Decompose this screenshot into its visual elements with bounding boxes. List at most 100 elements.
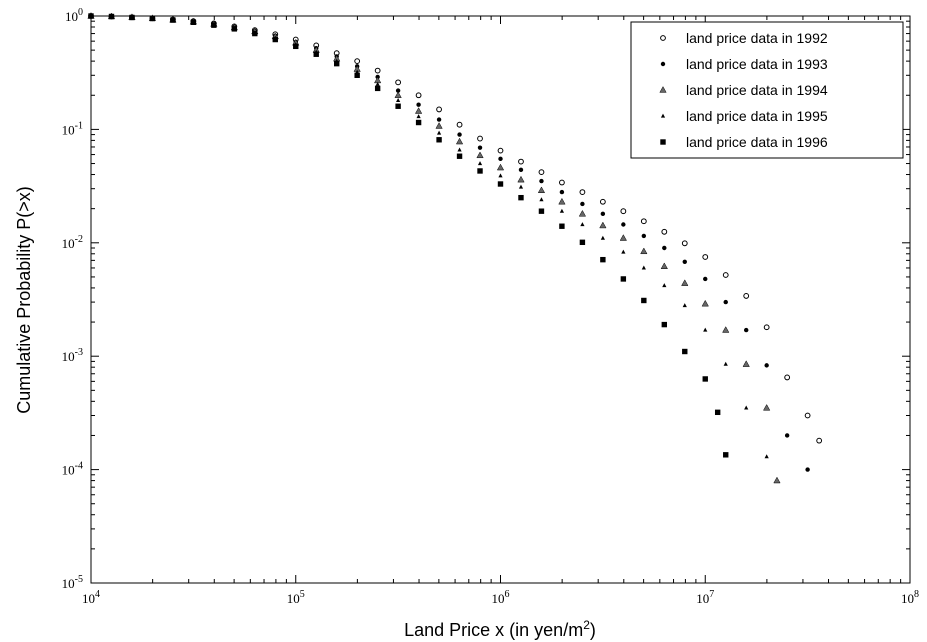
x-tick-label: 104 (82, 589, 100, 606)
data-point (682, 348, 688, 355)
data-point (682, 303, 687, 308)
data-point (334, 60, 340, 67)
data-point (723, 299, 728, 305)
data-point (375, 81, 380, 86)
legend-marker (659, 86, 667, 93)
data-point (723, 452, 729, 458)
data-point (763, 403, 771, 411)
data-point (313, 51, 319, 57)
data-point (660, 262, 668, 269)
data-point (435, 122, 443, 129)
data-point (539, 178, 544, 184)
legend-label: land price data in 1994 (686, 82, 828, 98)
legend-label: land price data in 1996 (686, 134, 828, 150)
data-point (714, 409, 721, 416)
series-5 (88, 13, 729, 458)
data-point (784, 374, 791, 381)
data-point (703, 327, 708, 332)
data-point (816, 437, 823, 444)
legend-marker (660, 35, 666, 41)
data-point (578, 209, 587, 217)
legend: land price data in 1992 land price data i… (630, 21, 904, 159)
data-point (661, 321, 668, 328)
data-point (641, 233, 647, 239)
data-point (498, 173, 503, 178)
data-point (231, 26, 238, 32)
data-point (703, 276, 708, 282)
data-point (579, 189, 586, 195)
data-point (559, 189, 565, 195)
data-point (784, 433, 790, 438)
data-point (641, 297, 647, 304)
data-point (763, 324, 770, 331)
data-point (723, 361, 728, 366)
legend-box (630, 21, 904, 159)
data-point (456, 153, 463, 159)
y-tick-label: 10-5 (62, 574, 83, 591)
data-point (477, 145, 483, 150)
data-point (805, 467, 810, 472)
data-point (129, 14, 135, 21)
data-point (537, 186, 546, 194)
data-point (395, 79, 402, 86)
x-axis-title: Land Price x (in yen/m2) (404, 618, 596, 640)
data-point (395, 88, 401, 93)
data-point (395, 103, 401, 109)
legend-label: land price data in 1995 (686, 108, 828, 124)
legend-marker (660, 113, 666, 118)
data-point (394, 91, 402, 98)
data-point (804, 412, 811, 419)
data-point (662, 283, 667, 288)
data-point (252, 30, 258, 37)
data-point (476, 151, 484, 159)
data-point (558, 197, 566, 205)
data-point (600, 235, 605, 240)
data-point (108, 13, 115, 20)
data-point (701, 299, 709, 307)
data-point (497, 181, 504, 187)
data-point (580, 222, 585, 227)
data-point (374, 67, 381, 74)
data-point (293, 43, 299, 50)
data-point (640, 218, 647, 225)
data-point (764, 454, 769, 459)
data-point (599, 198, 606, 205)
data-point (621, 222, 626, 227)
data-point (538, 169, 545, 176)
data-point (354, 58, 361, 65)
x-tick-label: 107 (696, 589, 714, 606)
data-point (579, 239, 586, 246)
data-point (436, 137, 442, 143)
data-point (497, 147, 504, 154)
data-point (88, 13, 94, 19)
data-point (457, 147, 462, 152)
data-point (681, 240, 688, 247)
legend-marker (660, 139, 666, 145)
data-point (436, 106, 442, 113)
data-point (354, 72, 360, 78)
data-point (477, 161, 483, 166)
data-point (477, 135, 483, 142)
data-point (681, 279, 689, 286)
x-tick-label: 106 (492, 589, 510, 606)
legend-label: land price data in 1992 (686, 30, 828, 46)
data-point (742, 360, 750, 367)
data-point (620, 208, 627, 215)
y-tick-label: 10-3 (62, 347, 83, 364)
data-point (619, 234, 627, 241)
data-point (641, 265, 646, 270)
data-point (744, 405, 749, 410)
data-point (702, 254, 709, 260)
data-point (518, 194, 524, 201)
data-point (518, 158, 524, 165)
data-point (415, 119, 422, 126)
data-point (538, 208, 545, 214)
data-point (272, 36, 278, 43)
y-tick-label: 10-4 (62, 461, 83, 478)
data-point (416, 102, 421, 107)
y-tick-label: 100 (65, 7, 83, 24)
data-point (559, 179, 565, 186)
data-point (149, 15, 156, 22)
data-point (722, 272, 729, 278)
